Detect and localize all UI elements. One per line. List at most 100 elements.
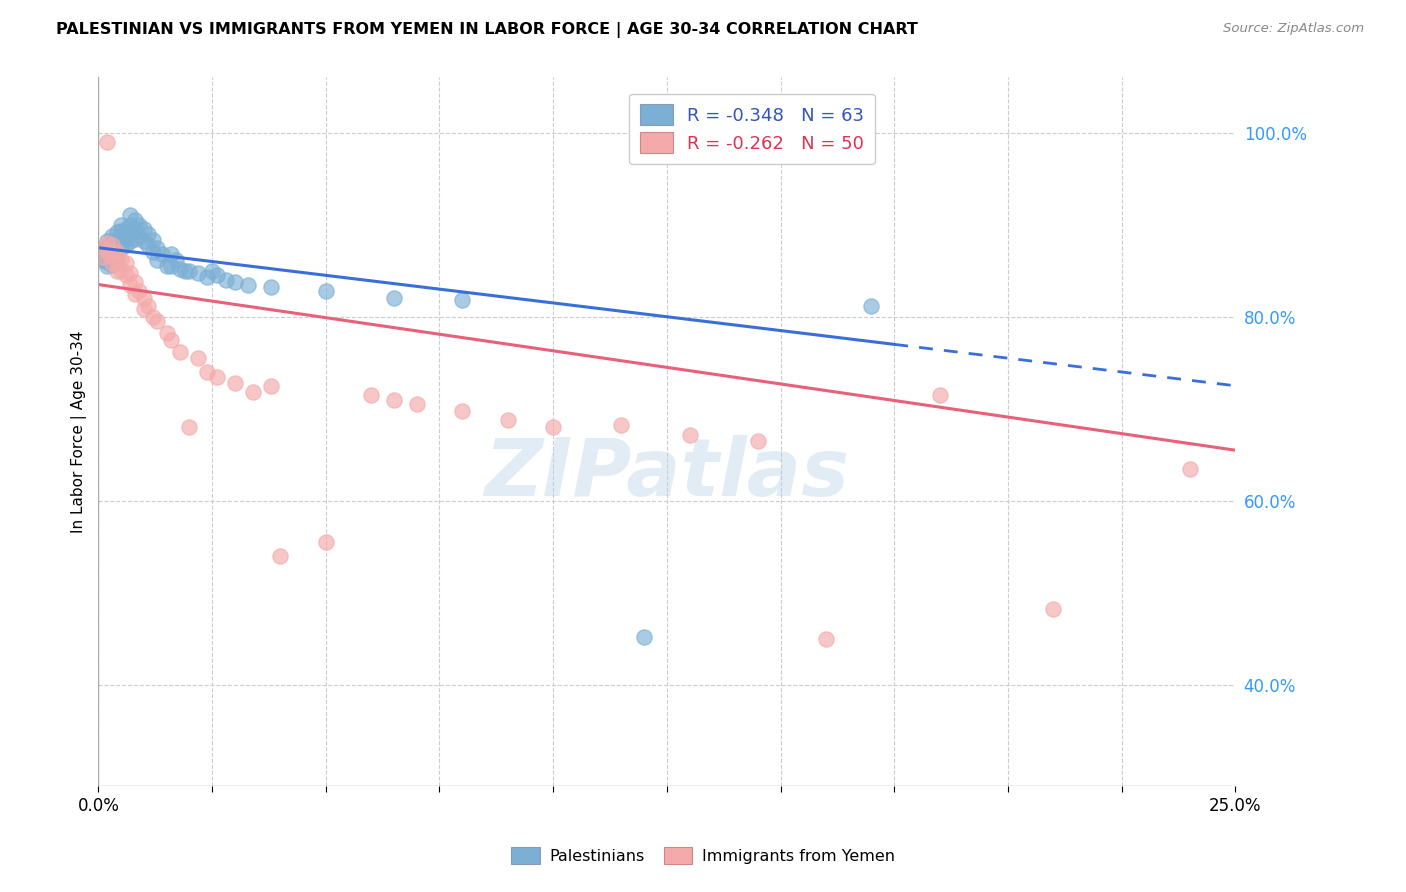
Point (114, 222, 136, 236)
Point (101, 247, 124, 261)
Point (91, 241, 114, 255)
Point (179, 420, 201, 434)
Point (124, 213, 146, 227)
Point (114, 238, 136, 252)
Point (197, 365, 219, 379)
Point (91, 252, 114, 267)
Point (96, 241, 118, 255)
Point (260, 378, 283, 392)
Point (110, 252, 132, 267)
Point (96, 247, 118, 261)
Point (205, 268, 228, 283)
Point (105, 238, 128, 252)
Point (114, 231, 136, 245)
Point (315, 284, 337, 298)
Point (114, 256, 136, 270)
Point (128, 218, 150, 232)
Point (101, 258, 124, 272)
Point (814, 632, 837, 646)
Point (382, 291, 405, 305)
Point (138, 227, 160, 241)
Point (91, 241, 114, 255)
Point (120, 277, 142, 292)
Text: ZIPatlas: ZIPatlas (484, 435, 849, 513)
Point (120, 266, 142, 280)
Point (120, 225, 142, 239)
Point (101, 236, 124, 251)
Point (201, 264, 224, 278)
Point (96, 236, 118, 251)
Point (1178, 461, 1201, 475)
Point (124, 286, 146, 301)
Text: PALESTINIAN VS IMMIGRANTS FROM YEMEN IN LABOR FORCE | AGE 30-34 CORRELATION CHAR: PALESTINIAN VS IMMIGRANTS FROM YEMEN IN … (56, 22, 918, 38)
Point (105, 245, 128, 260)
Point (96, 254, 118, 268)
Point (110, 264, 132, 278)
Point (138, 299, 160, 313)
Point (120, 209, 142, 223)
Point (110, 241, 132, 255)
Point (142, 310, 165, 324)
Point (633, 630, 655, 644)
Point (91, 245, 114, 260)
Point (238, 277, 260, 292)
Point (169, 344, 191, 359)
Point (205, 369, 228, 384)
Point (101, 228, 124, 243)
Point (132, 234, 155, 248)
Point (132, 302, 155, 317)
Point (160, 259, 183, 273)
Point (105, 225, 128, 239)
Point (105, 245, 128, 260)
Point (260, 280, 283, 294)
Point (120, 218, 142, 232)
Point (160, 333, 183, 347)
Point (187, 351, 209, 366)
Point (165, 252, 187, 267)
Point (105, 254, 128, 268)
Point (146, 241, 169, 255)
Point (101, 256, 124, 270)
Point (269, 549, 291, 563)
Point (120, 234, 142, 248)
Legend: Palestinians, Immigrants from Yemen: Palestinians, Immigrants from Yemen (505, 840, 901, 871)
Point (124, 222, 146, 236)
Point (146, 252, 169, 267)
Legend: R = -0.348   N = 63, R = -0.262   N = 50: R = -0.348 N = 63, R = -0.262 N = 50 (630, 94, 875, 164)
Point (128, 284, 150, 298)
Point (405, 397, 427, 411)
Point (96, 259, 118, 273)
Point (173, 264, 195, 278)
Point (197, 270, 219, 285)
Point (91, 250, 114, 264)
Point (224, 376, 246, 390)
Point (101, 250, 124, 264)
Point (142, 245, 165, 260)
Point (124, 231, 146, 245)
Point (315, 535, 337, 549)
Point (382, 392, 405, 407)
Point (496, 413, 519, 427)
Point (96, 234, 118, 248)
Point (155, 326, 177, 341)
Point (132, 291, 155, 305)
Point (132, 222, 155, 236)
Point (160, 247, 183, 261)
Point (187, 266, 209, 280)
Point (96, 245, 118, 260)
Point (105, 264, 128, 278)
Point (150, 247, 173, 261)
Point (110, 224, 132, 238)
Point (155, 259, 177, 273)
Point (105, 231, 128, 245)
Point (215, 273, 238, 287)
Point (138, 238, 160, 252)
Point (678, 427, 700, 442)
Point (242, 385, 264, 400)
Point (101, 238, 124, 252)
Point (105, 252, 128, 267)
Point (179, 264, 201, 278)
Point (360, 388, 382, 402)
Text: Source: ZipAtlas.com: Source: ZipAtlas.com (1223, 22, 1364, 36)
Point (610, 418, 633, 433)
